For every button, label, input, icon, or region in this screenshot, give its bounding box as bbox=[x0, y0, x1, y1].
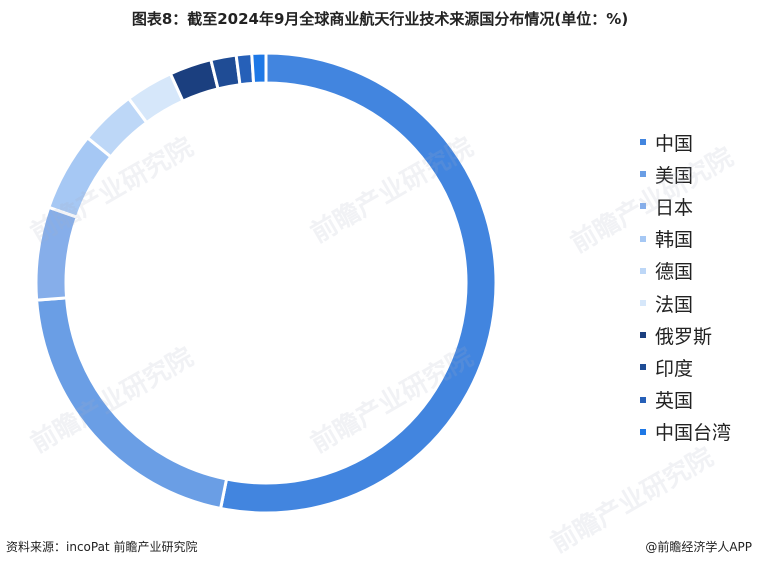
legend-item: 日本 bbox=[640, 190, 731, 222]
legend-label: 韩国 bbox=[655, 229, 694, 252]
chart-legend: 中国美国日本韩国德国法国俄罗斯印度英国中国台湾 bbox=[640, 126, 731, 448]
donut-slices bbox=[34, 51, 498, 515]
legend-swatch bbox=[640, 428, 646, 435]
legend-label: 日本 bbox=[655, 196, 694, 219]
legend-item: 法国 bbox=[640, 287, 731, 319]
legend-label: 俄罗斯 bbox=[655, 325, 713, 348]
donut-slice-10 bbox=[250, 51, 268, 85]
legend-item: 俄罗斯 bbox=[640, 319, 731, 351]
legend-item: 中国 bbox=[640, 126, 731, 158]
legend-swatch bbox=[640, 171, 646, 178]
donut-slice-3 bbox=[34, 205, 80, 302]
legend-swatch bbox=[640, 139, 646, 146]
legend-swatch bbox=[640, 203, 646, 210]
legend-item: 英国 bbox=[640, 384, 731, 416]
legend-item: 美国 bbox=[640, 158, 731, 190]
source-note: 资料来源：incoPat 前瞻产业研究院 bbox=[6, 540, 198, 554]
legend-item: 印度 bbox=[640, 351, 731, 383]
brand-credit: @前瞻经济学人APP bbox=[645, 540, 752, 554]
chart-title: 图表8：截至2024年9月全球商业航天行业技术来源国分布情况(单位：%) bbox=[131, 10, 629, 28]
legend-item: 德国 bbox=[640, 255, 731, 287]
legend-swatch bbox=[640, 300, 646, 307]
legend-swatch bbox=[640, 332, 646, 339]
legend-label: 中国台湾 bbox=[655, 422, 732, 445]
legend-label: 美国 bbox=[655, 164, 694, 187]
legend-swatch bbox=[640, 235, 646, 242]
legend-label: 印度 bbox=[655, 357, 694, 380]
legend-swatch bbox=[640, 396, 646, 403]
legend-swatch bbox=[640, 267, 646, 274]
donut-slice-2 bbox=[35, 296, 229, 511]
legend-label: 英国 bbox=[655, 390, 694, 413]
legend-label: 中国 bbox=[655, 132, 694, 155]
legend-label: 法国 bbox=[655, 293, 694, 316]
donut-slice-1 bbox=[218, 51, 498, 515]
legend-label: 德国 bbox=[655, 261, 694, 284]
legend-item: 中国台湾 bbox=[640, 416, 731, 448]
legend-swatch bbox=[640, 364, 646, 371]
legend-item: 韩国 bbox=[640, 223, 731, 255]
